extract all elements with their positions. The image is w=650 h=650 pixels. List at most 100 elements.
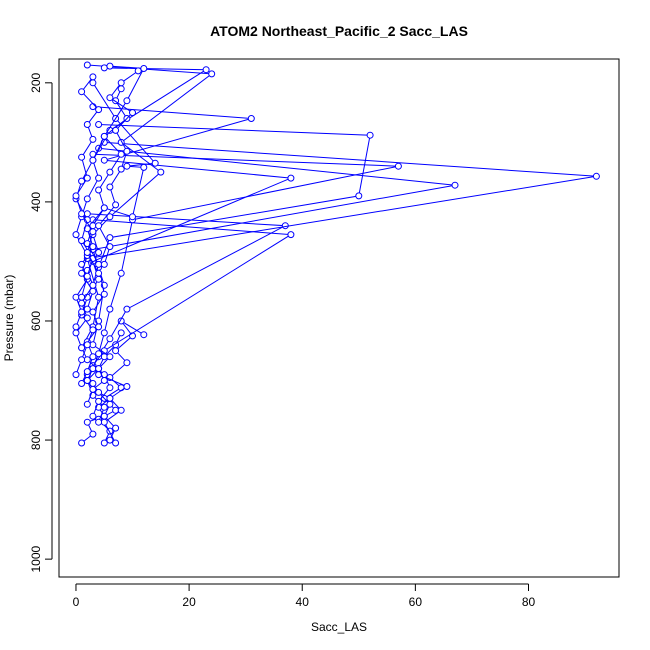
- data-point: [117, 150, 125, 158]
- data-point: [106, 213, 114, 221]
- data-point: [106, 335, 114, 343]
- data-point: [117, 269, 125, 277]
- data-point: [95, 293, 103, 301]
- data-point: [83, 400, 91, 408]
- data-point: [72, 231, 80, 239]
- data-point: [95, 222, 103, 230]
- data-point: [106, 94, 114, 102]
- data-point: [95, 174, 103, 182]
- x-tick-label: 0: [73, 595, 80, 609]
- data-point: [95, 121, 103, 128]
- data-point: [106, 384, 114, 392]
- series-line: [75, 76, 100, 274]
- data-point: [72, 192, 80, 200]
- data-point: [106, 168, 114, 176]
- data-point: [78, 153, 86, 161]
- y-tick-label: 200: [29, 72, 43, 92]
- data-point: [123, 359, 131, 367]
- data-point: [117, 165, 125, 173]
- data-point: [100, 260, 108, 268]
- data-point: [72, 323, 80, 331]
- data-point: [140, 65, 148, 72]
- data-point: [83, 249, 91, 256]
- data-point: [95, 186, 103, 194]
- y-axis-label: Pressure (mbar): [2, 275, 16, 362]
- data-point: [117, 329, 125, 337]
- y-tick-label: 1000: [29, 545, 43, 572]
- data-point: [89, 385, 97, 393]
- data-point: [83, 368, 91, 376]
- data-point: [100, 132, 108, 140]
- data-point: [100, 418, 108, 426]
- series-line: [92, 219, 293, 444]
- data-point: [83, 377, 91, 384]
- data-point: [100, 439, 108, 447]
- data-point: [89, 281, 97, 289]
- data-point: [100, 290, 108, 298]
- series-line: [86, 153, 399, 423]
- data-point: [287, 174, 295, 182]
- x-tick-label: 20: [182, 595, 196, 609]
- data-point: [123, 383, 131, 390]
- x-axis-label: Sacc_LAS: [311, 620, 367, 634]
- data-point: [287, 231, 295, 239]
- data-point: [123, 162, 131, 170]
- data-point: [106, 183, 114, 191]
- data-point: [95, 275, 103, 283]
- data-point: [129, 332, 136, 340]
- data-point: [112, 439, 120, 447]
- data-point: [140, 163, 148, 171]
- data-point: [95, 350, 103, 358]
- data-point: [89, 287, 97, 295]
- data-point: [83, 314, 91, 322]
- y-tick-label: 800: [29, 430, 43, 450]
- series-group: [72, 61, 600, 447]
- data-point: [78, 88, 86, 96]
- data-point: [157, 168, 165, 176]
- data-point: [112, 201, 120, 209]
- data-point: [106, 62, 114, 70]
- data-point: [78, 308, 86, 316]
- data-point: [78, 356, 86, 364]
- data-point: [89, 228, 97, 236]
- data-point: [355, 192, 363, 200]
- data-point: [366, 131, 374, 139]
- data-point: [95, 365, 103, 373]
- data-point: [140, 331, 148, 339]
- data-point: [78, 344, 86, 352]
- data-point: [95, 418, 103, 426]
- data-point: [78, 293, 86, 301]
- data-point: [106, 234, 114, 242]
- data-point: [89, 135, 97, 143]
- data-point: [78, 439, 86, 447]
- x-tick-label: 40: [296, 595, 310, 609]
- data-point: [89, 243, 97, 251]
- series-line: [81, 141, 597, 417]
- data-point: [100, 329, 108, 337]
- data-point: [83, 272, 91, 280]
- data-point: [106, 394, 114, 402]
- data-point: [89, 353, 97, 361]
- data-point: [83, 174, 91, 182]
- data-point: [83, 418, 91, 426]
- data-point: [129, 109, 136, 117]
- data-point: [100, 204, 108, 212]
- y-tick-label: 600: [29, 311, 43, 331]
- data-point: [78, 210, 86, 218]
- data-point: [78, 269, 86, 277]
- data-point: [89, 156, 97, 164]
- data-point: [78, 237, 86, 245]
- data-point: [592, 172, 600, 180]
- data-point: [95, 249, 103, 256]
- y-tick-label: 400: [29, 192, 43, 212]
- data-point: [100, 64, 108, 72]
- data-point: [123, 97, 131, 105]
- data-point: [112, 347, 120, 355]
- data-point: [117, 406, 125, 414]
- data-point: [95, 388, 103, 396]
- chart-title: ATOM2 Northeast_Pacific_2 Sacc_LAS: [210, 23, 468, 39]
- x-tick-label: 80: [522, 595, 536, 609]
- data-point: [123, 305, 131, 313]
- data-point: [451, 181, 459, 189]
